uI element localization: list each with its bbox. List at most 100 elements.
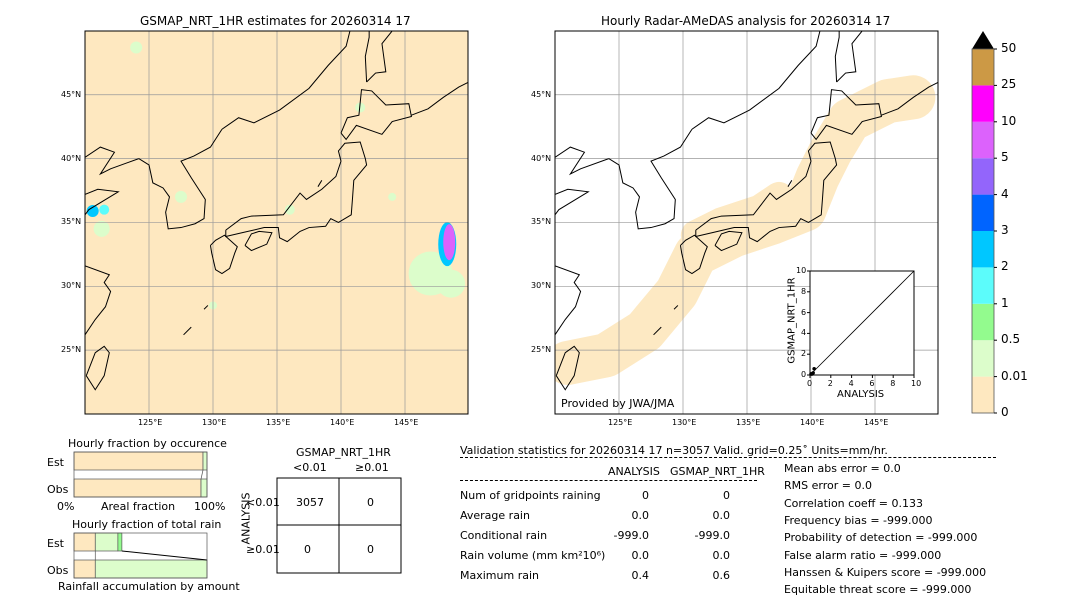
colorbar-segment <box>972 231 994 268</box>
lon-tick-label: 130°E <box>202 418 227 427</box>
score-line: RMS error = 0.0 <box>784 479 872 493</box>
coastline-shikoku <box>244 230 273 252</box>
stat-row-gsmap: 0.0 <box>712 549 731 562</box>
occ-tick-0: 0% <box>57 500 75 513</box>
scatter-point <box>811 371 815 375</box>
score-line: Hanssen & Kuipers score = -999.000 <box>784 565 987 579</box>
rain-patch <box>130 41 143 54</box>
colorbar <box>971 31 997 414</box>
colorbar-segment <box>972 340 994 377</box>
coastline-china_s <box>85 265 112 336</box>
rain-xlabel: Rainfall accumulation by amount <box>58 580 240 593</box>
lat-tick-label: 25°N <box>531 345 552 355</box>
coastline-china <box>85 146 139 176</box>
coastline-hokkaido <box>340 89 412 141</box>
credit-text: Provided by JWA/JMA <box>561 397 675 410</box>
stats-col-analysis: ANALYSIS <box>608 465 660 478</box>
rain-patch <box>437 269 466 298</box>
coastline-russia <box>691 31 821 130</box>
score-line: Probability of detection = -999.000 <box>784 531 978 545</box>
scatter-xlabel: ANALYSIS <box>837 389 885 400</box>
stat-row-label: Average rain <box>460 509 530 522</box>
scatter-xtick: 0 <box>807 379 813 388</box>
occurrence-title: Hourly fraction by occurence <box>68 437 227 450</box>
rain-est-label: Est <box>47 537 64 550</box>
coastline-korea <box>138 128 223 230</box>
cell-hit-none: 3057 <box>296 496 324 509</box>
occurrence-bar-est-segment <box>202 451 208 471</box>
coastline-sakhalin <box>834 31 863 83</box>
scatter-xtick: 10 <box>911 379 922 388</box>
rain-patch <box>93 220 110 237</box>
score-line: Frequency bias = -999.000 <box>784 513 933 527</box>
colorbar-extend-arrow <box>972 31 994 49</box>
left-map-title: GSMAP_NRT_1HR estimates for 20260314 17 <box>140 14 411 28</box>
lon-tick-label: 140°E <box>800 418 825 427</box>
rain-patch <box>355 102 366 113</box>
colorbar-segment <box>972 303 994 341</box>
lat-tick-label: 40°N <box>61 153 82 163</box>
lon-tick-label: 135°E <box>736 418 761 427</box>
lat-tick-label: 35°N <box>61 217 82 227</box>
rain-bar-est-segment <box>73 532 96 552</box>
occ-tick-100: 100% <box>194 500 226 513</box>
coastline-amami <box>203 305 209 310</box>
stat-row-analysis: 0.4 <box>631 569 650 582</box>
coastline-china <box>555 146 609 176</box>
rain-bar-est-segment <box>94 532 119 552</box>
coastline-russia <box>221 31 351 130</box>
rain-patch <box>99 204 110 215</box>
colorbar-label: 3 <box>1001 223 1009 237</box>
stat-row-gsmap: -999.0 <box>694 529 730 542</box>
coastline-shandong <box>85 188 120 216</box>
colorbar-label: 0 <box>1001 405 1009 419</box>
colorbar-label: 25 <box>1001 77 1017 92</box>
colorbar-segment <box>972 85 994 122</box>
coastline-honshu <box>225 141 368 243</box>
stat-row-label: Rain volume (mm km²10⁶) <box>460 549 606 562</box>
rain-bar-est-segment <box>117 532 123 552</box>
rain-obs-label: Obs <box>47 564 69 577</box>
stat-row-label: Num of gridpoints raining <box>460 489 601 502</box>
map-frame <box>554 30 939 415</box>
scatter-ytick: 4 <box>801 328 807 338</box>
stat-row-analysis: -999.0 <box>613 529 649 542</box>
lon-tick-label: 125°E <box>608 418 633 427</box>
lat-tick-label: 40°N <box>531 153 552 163</box>
score-line: Correlation coeff = 0.133 <box>784 496 923 510</box>
coastline-kyushu <box>209 234 238 275</box>
colorbar-segment <box>972 121 994 159</box>
stats-header: Validation statistics for 20260314 17 n=… <box>460 444 888 457</box>
colorbar-label: 50 <box>1001 41 1017 55</box>
coastline-honshu <box>695 141 838 243</box>
lat-tick-label: 45°N <box>531 89 552 99</box>
scatter-ytick: 0 <box>801 370 807 379</box>
stat-row-analysis: 0.0 <box>631 549 650 562</box>
rain-patch <box>86 204 99 217</box>
coastline-taiwan <box>85 345 110 391</box>
occurrence-bar-est-segment <box>73 451 204 471</box>
lon-tick-label: 140°E <box>330 418 355 427</box>
coastline-kurils <box>411 81 468 116</box>
score-line: Equitable threat score = -999.000 <box>784 583 972 597</box>
left-map-gsmap <box>84 30 469 415</box>
coastline-sado <box>787 180 793 187</box>
coastline-korea <box>608 128 693 230</box>
scatter-point <box>812 366 816 371</box>
stats-divider <box>460 457 996 458</box>
colorbar-label: 2 <box>1001 259 1009 274</box>
rain-fraction-title: Hourly fraction of total rain <box>72 518 222 531</box>
coastline-sakhalin <box>364 31 393 83</box>
score-line: False alarm ratio = -999.000 <box>784 548 942 562</box>
coastline-sado <box>317 180 323 187</box>
stats-col-gsmap: GSMAP_NRT_1HR <box>670 465 765 478</box>
colorbar-label: 4 <box>1001 186 1009 201</box>
lat-tick-label: 30°N <box>531 281 552 291</box>
colorbar-label: 0.01 <box>1001 368 1028 383</box>
fraction-bars <box>73 451 402 579</box>
scatter-ylabel: GSMAP_NRT_1HR <box>786 277 798 364</box>
stat-row-gsmap: 0.6 <box>712 569 731 582</box>
lat-tick-label: 45°N <box>61 89 82 99</box>
scatter-xtick: 6 <box>869 379 875 388</box>
rain-patch <box>284 204 295 215</box>
